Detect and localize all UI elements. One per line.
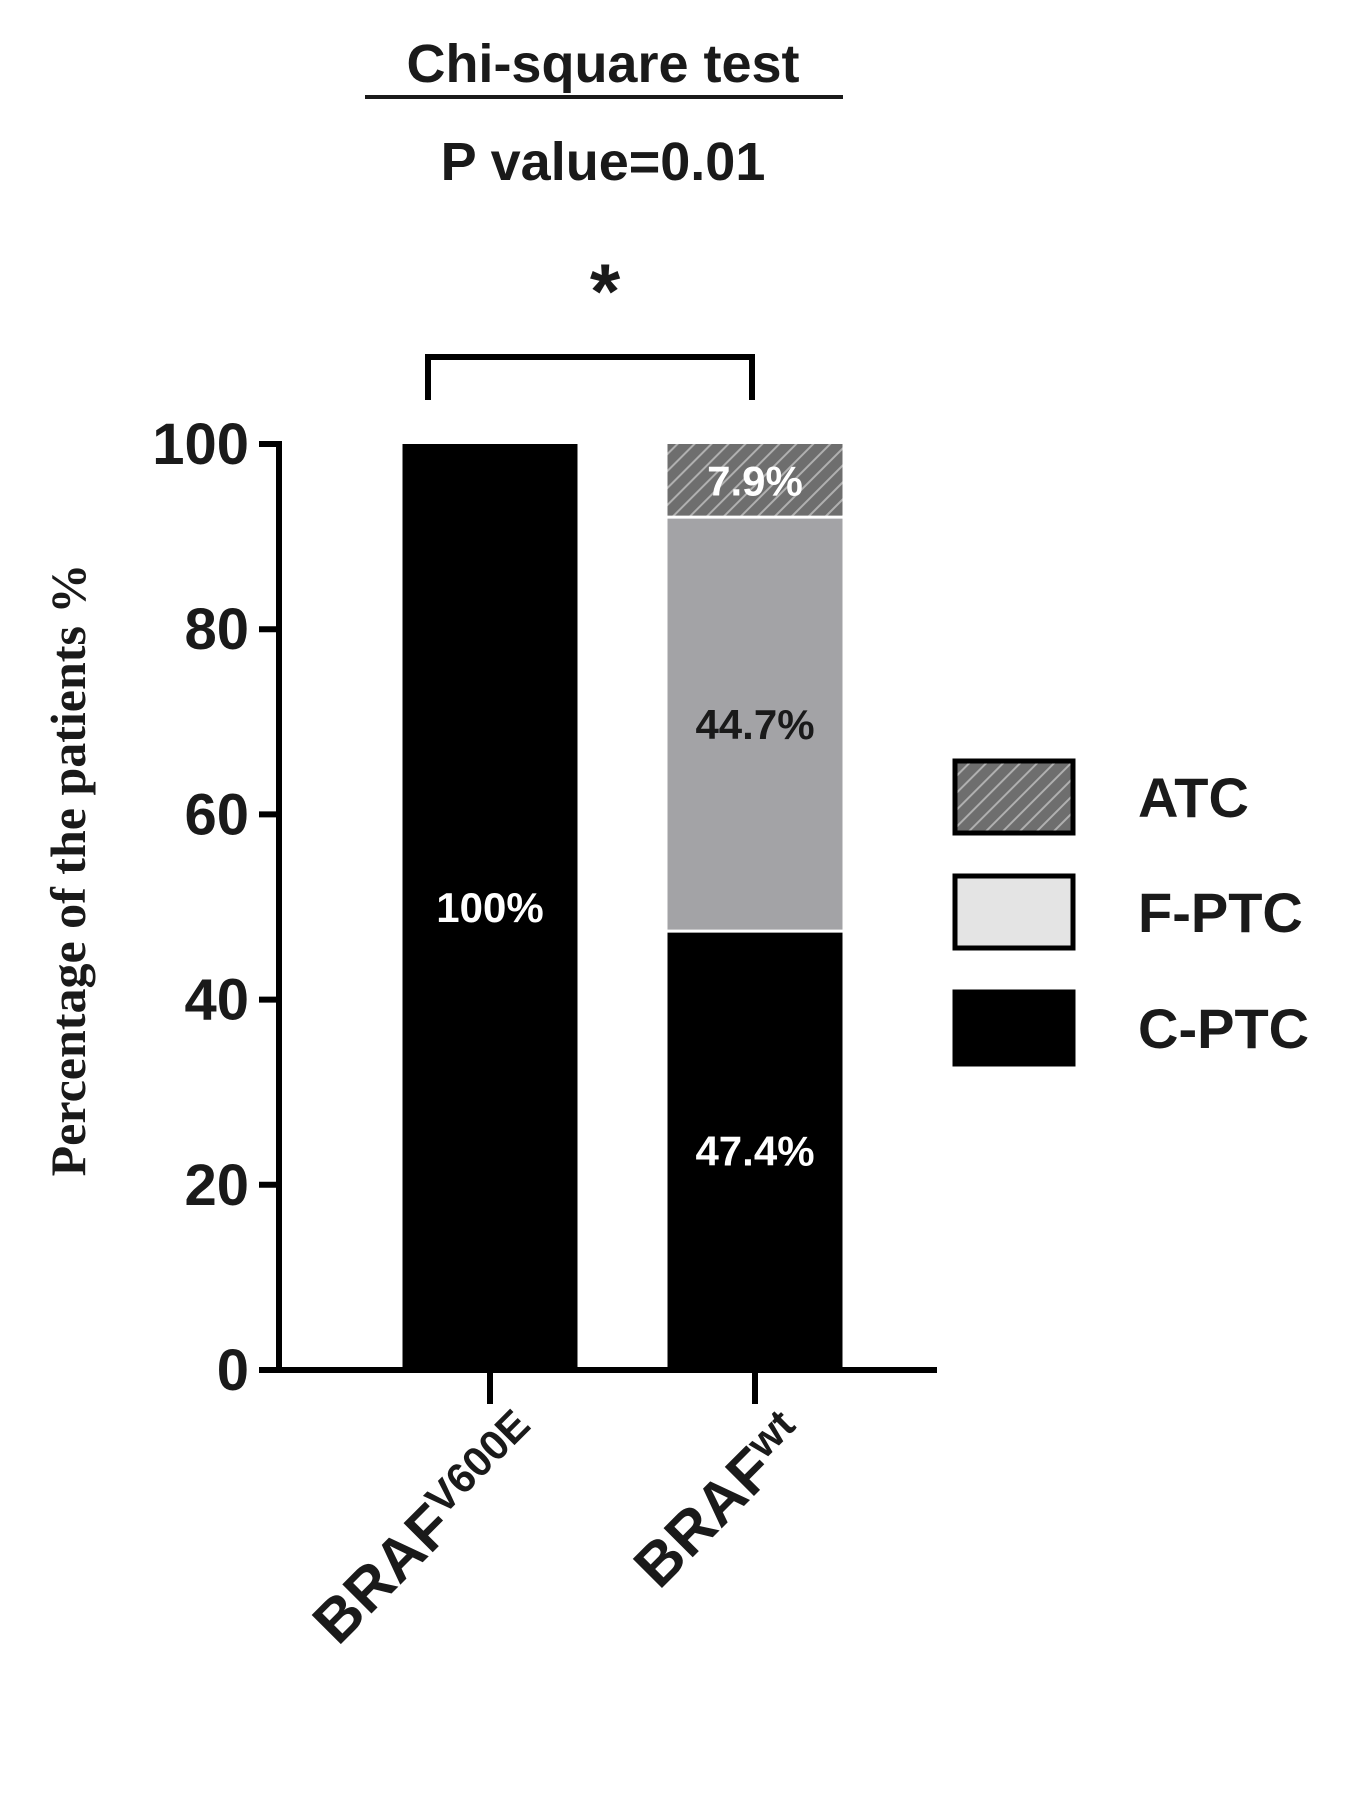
significance-marker: *	[590, 247, 621, 335]
bars	[402, 444, 843, 1370]
significance-bracket	[425, 354, 755, 400]
legend-label: ATC	[1138, 766, 1249, 829]
category-label-superscript: V600E	[416, 1400, 538, 1522]
legend-label: C-PTC	[1138, 997, 1309, 1060]
y-axis-title-group: Percentage of the patients %	[40, 564, 96, 1177]
segment-label: 7.9%	[707, 458, 803, 505]
category-label: BRAFV600E	[298, 1400, 554, 1656]
legend-swatch-f-ptc	[952, 873, 1076, 951]
category-label-base: BRAF	[300, 1491, 465, 1656]
legend: ATC F-PTC C-PTC	[952, 758, 1309, 1067]
bar-segment-f-ptc	[667, 517, 843, 932]
segment-label: 100%	[436, 884, 543, 931]
segment-label: 44.7%	[695, 701, 814, 748]
y-tick-label: 20	[184, 1153, 249, 1218]
category-label: BRAFwt	[620, 1400, 820, 1600]
y-tick-label: 80	[184, 597, 249, 662]
y-axis: 0 20 40 60 80 100	[152, 412, 282, 1403]
category-label-base: BRAF	[621, 1435, 786, 1600]
bar-segment-c-ptc	[667, 931, 843, 1370]
y-tick-label: 40	[184, 968, 249, 1033]
chart-title: Chi-square test	[406, 34, 799, 94]
y-axis-title: Percentage of the patients %	[40, 564, 96, 1177]
x-axis	[276, 1367, 937, 1404]
category-labels: BRAFV600E BRAFwt	[298, 1400, 820, 1656]
legend-swatch-atc	[952, 758, 1076, 836]
bar-segment-c-ptc	[402, 444, 578, 1370]
y-tick-label: 0	[217, 1338, 249, 1403]
legend-swatch-c-ptc	[952, 989, 1076, 1067]
segment-labels: 100% 47.4% 44.7% 7.9%	[436, 458, 814, 1175]
y-tick-label: 100	[152, 412, 249, 477]
bar-segment-atc	[667, 444, 843, 518]
legend-label: F-PTC	[1138, 881, 1303, 944]
chart-subtitle: P value=0.01	[441, 132, 766, 192]
segment-label: 47.4%	[695, 1128, 814, 1175]
y-tick-label: 60	[184, 782, 249, 847]
